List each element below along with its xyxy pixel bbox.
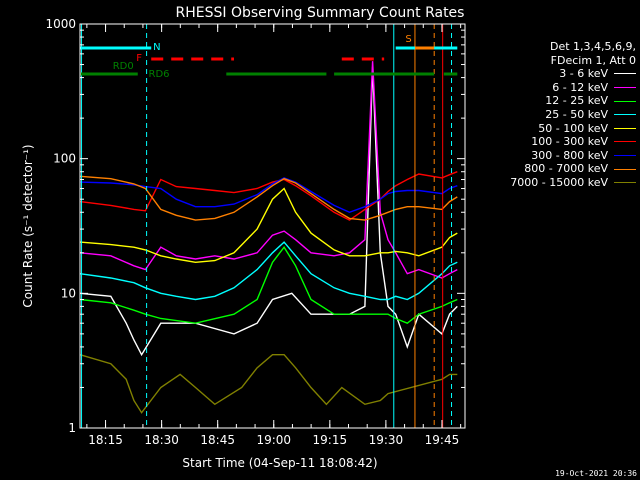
legend-label: 100 - 300 keV <box>531 135 608 149</box>
series-line-7 <box>79 175 458 221</box>
state-label-f: F <box>136 53 142 64</box>
legend-label: 800 - 7000 keV <box>524 162 608 176</box>
state-label-n: N <box>153 42 160 53</box>
legend-swatch <box>614 87 636 89</box>
state-label-rd6: RD6 <box>149 69 170 80</box>
legend-label: 6 - 12 keV <box>552 80 608 94</box>
y-tick-label-1000: 1000 <box>45 17 76 31</box>
legend-entry-6: 300 - 800 keV <box>486 149 636 163</box>
x-tick-label-5: 19:30 <box>369 433 404 447</box>
legend-entry-0: 3 - 6 keV <box>486 67 636 81</box>
legend-entry-5: 100 - 300 keV <box>486 135 636 149</box>
x-tick-label-4: 19:15 <box>313 433 348 447</box>
legend-entry-3: 25 - 50 keV <box>486 108 636 122</box>
x-tick-label-1: 18:30 <box>144 433 179 447</box>
legend-swatch <box>614 168 636 170</box>
y-tick-label-1: 1 <box>68 421 76 435</box>
legend-label: 7000 - 15000 keV <box>510 175 608 189</box>
legend-entry-1: 6 - 12 keV <box>486 81 636 95</box>
legend-swatch <box>614 100 636 102</box>
legend-header-2: FDecim 1, Att 0 <box>550 53 636 67</box>
series-line-8 <box>79 354 458 414</box>
x-tick-label-3: 19:00 <box>256 433 291 447</box>
state-label-rd0: RD0 <box>113 61 134 72</box>
legend-swatch <box>614 114 636 116</box>
legend-entry-4: 50 - 100 keV <box>486 122 636 136</box>
legend-label: 25 - 50 keV <box>545 107 608 121</box>
x-tick-label-2: 18:45 <box>200 433 235 447</box>
chart-title: RHESSI Observing Summary Count Rates <box>176 5 465 21</box>
timestamp-footer: 19-Oct-2021 20:36 <box>555 469 637 478</box>
plot-frame <box>79 23 466 429</box>
series-line-2 <box>79 245 458 325</box>
series-line-3 <box>79 241 458 301</box>
series-line-6 <box>79 177 458 214</box>
y-axis-label: Count Rate (s⁻¹ detector⁻¹) <box>21 144 35 307</box>
legend-swatch <box>614 127 636 129</box>
legend-rows: 3 - 6 keV 6 - 12 keV 12 - 25 keV 25 - 50 ke… <box>486 67 636 189</box>
legend-label: 3 - 6 keV <box>559 67 608 81</box>
legend-swatch <box>614 155 636 157</box>
y-tick-label-100: 100 <box>53 152 76 166</box>
x-axis-label: Start Time (04-Sep-11 18:08:42) <box>182 456 377 470</box>
series-line-1 <box>79 61 458 279</box>
x-tick-label-0: 18:15 <box>88 433 123 447</box>
series-line-0 <box>79 66 458 357</box>
legend: Det 1,3,4,5,6,9, FDecim 1, Att 0 3 - 6 k… <box>486 40 636 190</box>
legend-swatch <box>614 182 636 184</box>
legend-entry-8: 7000 - 15000 keV <box>486 176 636 190</box>
y-tick-label-10: 10 <box>61 286 76 300</box>
legend-entry-2: 12 - 25 keV <box>486 94 636 108</box>
legend-swatch <box>614 141 636 143</box>
legend-swatch <box>614 73 636 75</box>
series-line-4 <box>79 187 458 264</box>
series-line-5 <box>79 171 458 221</box>
legend-label: 12 - 25 keV <box>545 94 608 108</box>
legend-header-1: Det 1,3,4,5,6,9, <box>549 40 636 53</box>
legend-label: 50 - 100 keV <box>538 121 608 135</box>
legend-entry-7: 800 - 7000 keV <box>486 162 636 176</box>
state-label-s: S <box>405 34 411 45</box>
x-tick-label-6: 19:45 <box>425 433 460 447</box>
legend-label: 300 - 800 keV <box>531 148 608 162</box>
